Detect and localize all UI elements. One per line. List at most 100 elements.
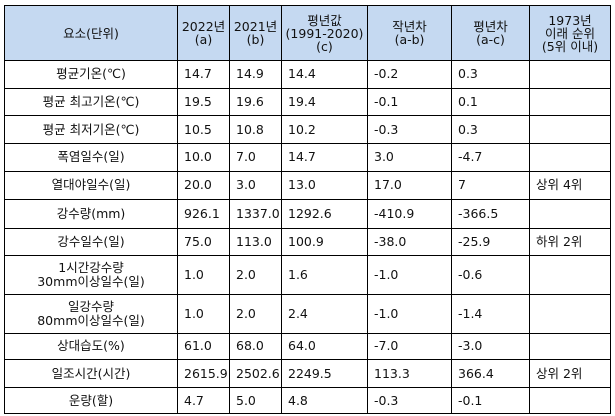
- table-row: 평균 최고기온(℃) 19.5 19.6 19.4 -0.1 0.1: [4, 87, 611, 117]
- label-line: 일강수량: [67, 299, 114, 315]
- cell-rank: [529, 142, 611, 172]
- table-row: 강수일수(일) 75.0 113.0 100.9 -38.0 -25.9 하위 2위: [4, 227, 611, 257]
- cell-normal: 1292.6: [281, 199, 368, 229]
- cell-normal: 2249.5: [281, 358, 368, 389]
- cell-2021: 5.0: [229, 387, 282, 414]
- cell-normal: 1.6: [281, 255, 368, 296]
- table-row: 상대습도(%) 61.0 68.0 64.0 -7.0 -3.0: [4, 333, 611, 360]
- cell-diff-normal: -0.6: [451, 255, 530, 296]
- cell-normal: 64.0: [281, 333, 368, 360]
- cell-rank: [529, 115, 611, 144]
- cell-rank: [529, 199, 611, 229]
- cell-element-label: 강수량(mm): [4, 199, 178, 229]
- table-header: 요소(단위) 2022년 (a) 2021년 (b) 평년값 (1991-2020) (c) 작…: [4, 5, 611, 61]
- header-line: (a-c): [476, 32, 505, 47]
- cell-rank: 상위 4위: [529, 170, 611, 201]
- cell-2021: 113.0: [229, 227, 282, 257]
- label-line: 평균기온(℃): [56, 66, 126, 82]
- cell-element-label: 상대습도(%): [4, 333, 178, 360]
- header-diff-normal: 평년차 (a-c): [451, 5, 530, 61]
- cell-2022: 1.0: [177, 255, 230, 296]
- table-row: 평균기온(℃) 14.7 14.9 14.4 -0.2 0.3: [4, 60, 611, 89]
- cell-rank: [529, 387, 611, 414]
- cell-element-label: 평균 최고기온(℃): [4, 87, 178, 117]
- cell-rank: [529, 87, 611, 117]
- header-2022: 2022년 (a): [177, 5, 230, 61]
- header-line: (a-b): [394, 32, 425, 47]
- cell-normal: 100.9: [281, 227, 368, 257]
- cell-2021: 19.6: [229, 87, 282, 117]
- cell-2022: 10.5: [177, 115, 230, 144]
- cell-diff-normal: 0.3: [451, 60, 530, 89]
- cell-2022: 926.1: [177, 199, 230, 229]
- table-row: 일조시간(시간) 2615.9 2502.6 2249.5 113.3 366.4 상위 2…: [4, 358, 611, 389]
- cell-diff-normal: 0.1: [451, 87, 530, 117]
- label-line: 열대야일수(일): [51, 177, 131, 193]
- label-line: 1시간강수량: [58, 260, 124, 276]
- label-line: 강수량(mm): [56, 205, 126, 221]
- cell-diff-prev: -0.3: [367, 387, 452, 414]
- label-line: 30mm이상일수(일): [37, 274, 145, 290]
- cell-diff-prev: -38.0: [367, 227, 452, 257]
- cell-element-label: 열대야일수(일): [4, 170, 178, 201]
- cell-2021: 1337.0: [229, 199, 282, 229]
- header-line: (b): [246, 32, 265, 47]
- label-line: 운량(할): [68, 392, 114, 408]
- cell-2021: 10.8: [229, 115, 282, 144]
- cell-diff-prev: 17.0: [367, 170, 452, 201]
- table-row: 1시간강수량 30mm이상일수(일) 1.0 2.0 1.6 -1.0 -0.6: [4, 255, 611, 296]
- cell-2022: 2615.9: [177, 358, 230, 389]
- table-row: 폭염일수(일) 10.0 7.0 14.7 3.0 -4.7: [4, 142, 611, 172]
- table-row: 강수량(mm) 926.1 1337.0 1292.6 -410.9 -366.5: [4, 199, 611, 229]
- label-line: 일조시간(시간): [51, 365, 131, 381]
- header-diff-prev: 작년차 (a-b): [367, 5, 452, 61]
- table-row: 평균 최저기온(℃) 10.5 10.8 10.2 -0.3 0.3: [4, 115, 611, 144]
- cell-element-label: 평균기온(℃): [4, 60, 178, 89]
- cell-rank: [529, 60, 611, 89]
- table-row: 일강수량 80mm이상일수(일) 1.0 2.0 2.4 -1.0 -1.4: [4, 294, 611, 335]
- cell-diff-normal: 0.3: [451, 115, 530, 144]
- cell-diff-normal: -4.7: [451, 142, 530, 172]
- cell-normal: 13.0: [281, 170, 368, 201]
- cell-diff-prev: -0.1: [367, 87, 452, 117]
- header-row: 요소(단위) 2022년 (a) 2021년 (b) 평년값 (1991-2020) (c) 작…: [4, 5, 611, 61]
- cell-element-label: 운량(할): [4, 387, 178, 414]
- cell-element-label: 1시간강수량 30mm이상일수(일): [4, 255, 178, 296]
- header-line: 2022년: [181, 19, 226, 34]
- cell-diff-prev: 113.3: [367, 358, 452, 389]
- cell-2021: 68.0: [229, 333, 282, 360]
- cell-diff-prev: -410.9: [367, 199, 452, 229]
- cell-rank: [529, 333, 611, 360]
- cell-diff-normal: -366.5: [451, 199, 530, 229]
- cell-diff-prev: -0.3: [367, 115, 452, 144]
- cell-diff-prev: 3.0: [367, 142, 452, 172]
- table-body: 평균기온(℃) 14.7 14.9 14.4 -0.2 0.3 평균 최고기온(℃) 19.5…: [4, 60, 611, 414]
- cell-diff-prev: -1.0: [367, 255, 452, 296]
- header-element: 요소(단위): [4, 5, 178, 61]
- cell-normal: 4.8: [281, 387, 368, 414]
- cell-2022: 19.5: [177, 87, 230, 117]
- label-line: 상대습도(%): [57, 338, 125, 354]
- cell-element-label: 일강수량 80mm이상일수(일): [4, 294, 178, 335]
- cell-diff-normal: 7: [451, 170, 530, 201]
- cell-2021: 3.0: [229, 170, 282, 201]
- header-line: 평년값: [307, 12, 342, 28]
- cell-2021: 2.0: [229, 294, 282, 335]
- header-line: (c): [316, 38, 333, 54]
- cell-normal: 2.4: [281, 294, 368, 335]
- cell-2022: 4.7: [177, 387, 230, 414]
- cell-2022: 14.7: [177, 60, 230, 89]
- cell-rank: [529, 294, 611, 335]
- table-row: 열대야일수(일) 20.0 3.0 13.0 17.0 7 상위 4위: [4, 170, 611, 201]
- cell-2021: 2502.6: [229, 358, 282, 389]
- cell-normal: 10.2: [281, 115, 368, 144]
- table-row: 운량(할) 4.7 5.0 4.8 -0.3 -0.1: [4, 387, 611, 414]
- cell-2022: 75.0: [177, 227, 230, 257]
- header-line: 1973년: [548, 12, 592, 28]
- cell-2021: 7.0: [229, 142, 282, 172]
- cell-diff-normal: -1.4: [451, 294, 530, 335]
- label-line: 80mm이상일수(일): [37, 313, 145, 329]
- cell-diff-prev: -7.0: [367, 333, 452, 360]
- header-line: (a): [194, 32, 213, 47]
- climate-summary-table: 요소(단위) 2022년 (a) 2021년 (b) 평년값 (1991-2020) (c) 작…: [4, 5, 611, 414]
